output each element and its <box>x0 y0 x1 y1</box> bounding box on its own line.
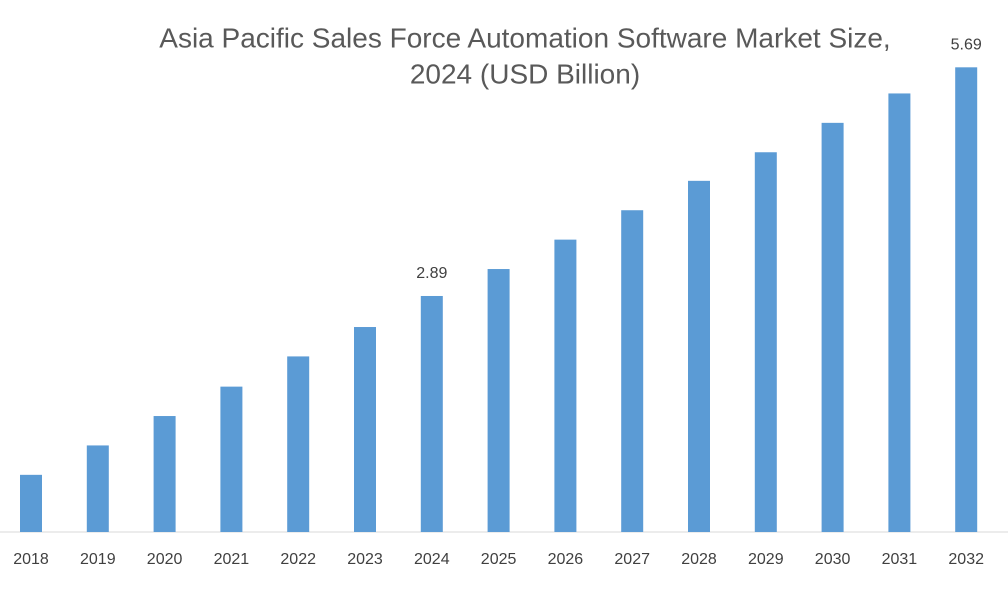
x-tick-label: 2020 <box>147 551 183 568</box>
x-tick-label: 2032 <box>948 551 984 568</box>
bar <box>20 474 42 532</box>
x-tick-label: 2026 <box>548 551 584 568</box>
x-tick-label: 2021 <box>214 551 250 568</box>
x-tick-label: 2030 <box>815 551 851 568</box>
bar <box>287 356 310 532</box>
bar <box>354 327 376 532</box>
x-tick-label: 2029 <box>748 551 784 568</box>
bar <box>554 239 577 532</box>
x-tick-label: 2025 <box>481 551 517 568</box>
x-tick-label: 2031 <box>882 551 918 568</box>
bar <box>420 295 443 532</box>
x-tick-label: 2028 <box>681 551 717 568</box>
chart-title: 2024 (USD Billion) <box>410 58 640 89</box>
bar <box>86 445 109 532</box>
bar <box>621 210 644 532</box>
x-tick-label: 2027 <box>614 551 650 568</box>
x-tick-label: 2018 <box>13 551 49 568</box>
bar <box>153 416 176 532</box>
bar <box>688 180 710 533</box>
chart-title: Asia Pacific Sales Force Automation Soft… <box>159 22 890 53</box>
bar <box>821 122 844 532</box>
bar <box>955 67 978 533</box>
bar <box>220 386 243 532</box>
bar <box>487 269 510 532</box>
x-tick-label: 2024 <box>414 551 450 568</box>
x-tick-label: 2023 <box>347 551 383 568</box>
bar <box>754 152 777 532</box>
data-label: 2.89 <box>416 265 447 282</box>
x-tick-label: 2022 <box>280 551 316 568</box>
x-tick-label: 2019 <box>80 551 116 568</box>
bar <box>888 93 911 532</box>
data-label: 5.69 <box>951 37 982 54</box>
